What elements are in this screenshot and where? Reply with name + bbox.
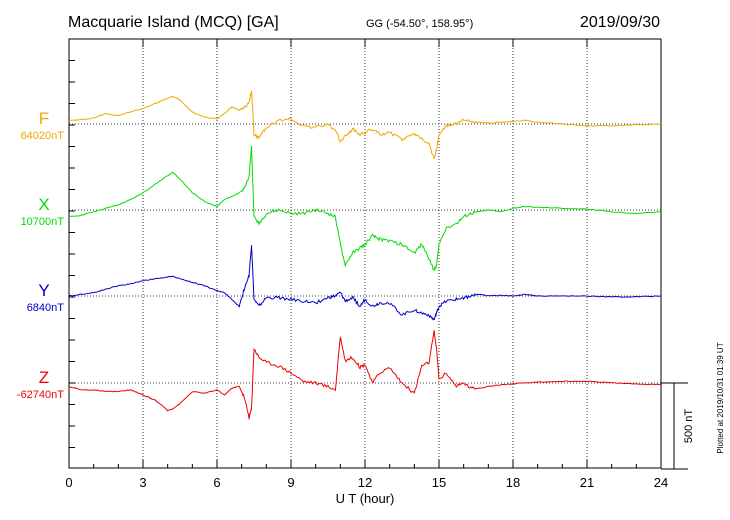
x-tick-label: 3 bbox=[139, 475, 146, 490]
series-line-y bbox=[68, 245, 662, 321]
scale-bar: 500 nT bbox=[661, 382, 695, 470]
x-tick-label: 15 bbox=[432, 475, 446, 490]
series-name-x: X bbox=[38, 195, 49, 214]
x-axis: 0 3 6 9 12 15 18 21 24 bbox=[65, 38, 668, 490]
series-name-z: Z bbox=[39, 368, 49, 387]
plot-frame bbox=[68, 38, 662, 469]
series-line-f bbox=[68, 90, 662, 160]
series-group: F 64020nT X 10700nT Y 6840nT Z -62740nT bbox=[17, 90, 662, 421]
x-tick-label: 12 bbox=[358, 475, 372, 490]
series-baseline-f: 64020nT bbox=[21, 130, 65, 142]
series-name-y: Y bbox=[38, 281, 49, 300]
series-baseline-x: 10700nT bbox=[21, 216, 65, 228]
series-baseline-z: -62740nT bbox=[17, 389, 64, 401]
station-coordinates: GG (-54.50°, 158.95°) bbox=[366, 18, 473, 30]
grid bbox=[69, 39, 661, 468]
x-tick-label: 0 bbox=[65, 475, 72, 490]
chart-title: Macquarie Island (MCQ) [GA] bbox=[68, 14, 279, 31]
x-tick-label: 24 bbox=[654, 475, 668, 490]
series-name-f: F bbox=[39, 109, 49, 128]
x-tick-label: 6 bbox=[213, 475, 220, 490]
x-tick-label: 18 bbox=[506, 475, 520, 490]
plotted-note: Plotted at 2019/10/31 01:39 UT bbox=[716, 342, 725, 453]
series-line-x bbox=[68, 145, 662, 272]
chart-date: 2019/09/30 bbox=[580, 14, 660, 31]
scale-bar-label: 500 nT bbox=[683, 409, 695, 444]
series-line-z bbox=[68, 330, 662, 421]
x-tick-label: 9 bbox=[287, 475, 294, 490]
series-baseline-y: 6840nT bbox=[27, 302, 65, 314]
x-tick-label: 21 bbox=[580, 475, 594, 490]
x-axis-label: U T (hour) bbox=[336, 491, 395, 506]
